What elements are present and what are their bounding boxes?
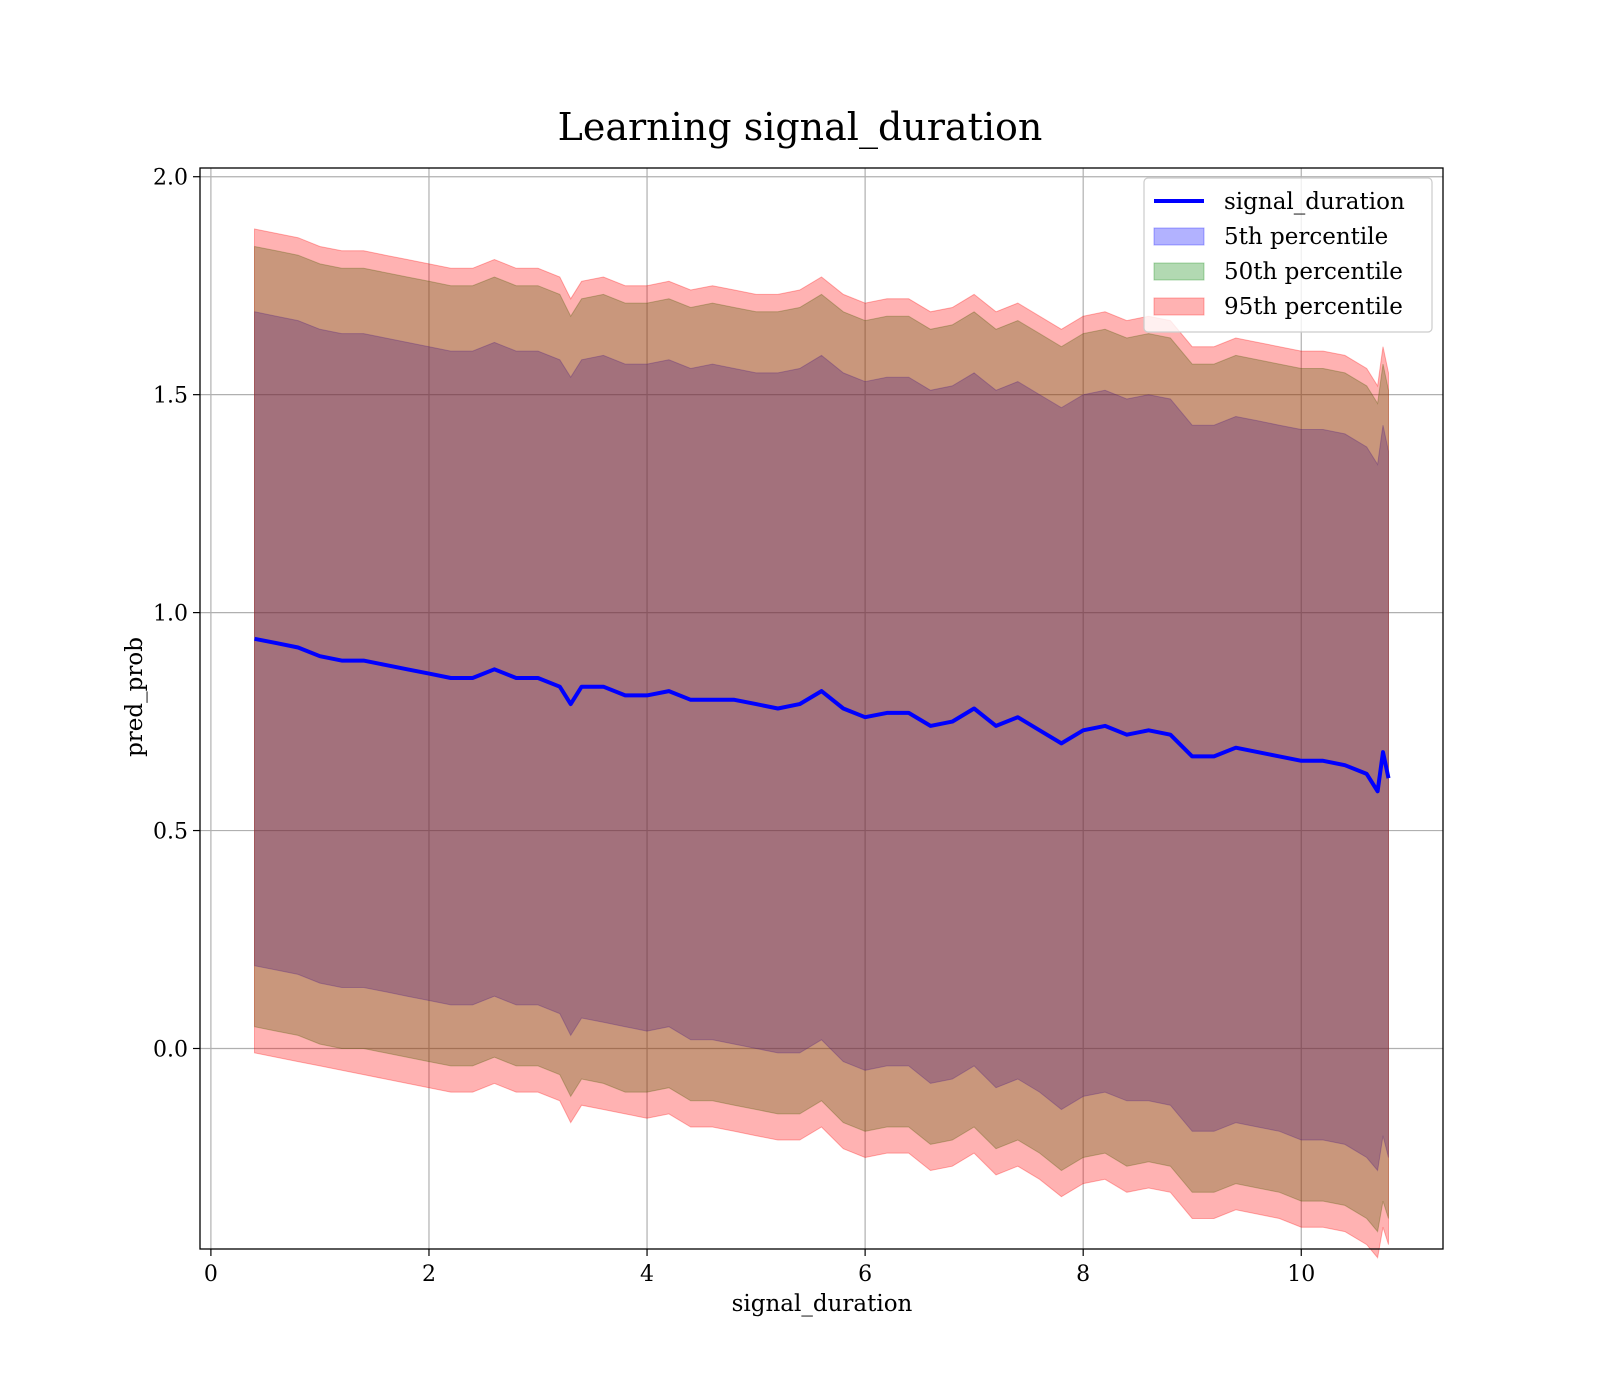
x-axis-ticks: 0 2 4 6 8 10	[204, 1249, 1315, 1287]
y-tick-label: 1.5	[153, 384, 188, 409]
band-5th-percentile	[254, 311, 1389, 1172]
plot-area-frame	[199, 167, 1444, 1250]
grid-lines	[200, 168, 1443, 1249]
legend-label: signal_duration	[1224, 189, 1405, 215]
x-tick-label: 6	[858, 1262, 872, 1287]
legend-swatch-patch	[1153, 297, 1205, 316]
x-tick-label: 10	[1287, 1262, 1315, 1287]
x-axis-label: signal_duration	[732, 1291, 913, 1317]
band-95th-percentile	[254, 228, 1389, 1259]
x-tick-label: 8	[1076, 1262, 1090, 1287]
legend-swatch-patch	[1153, 262, 1205, 281]
band-50th-percentile	[254, 245, 1389, 1233]
legend-label: 95th percentile	[1224, 294, 1403, 320]
legend-swatch-patch	[1153, 227, 1205, 246]
y-tick-label: 0.5	[153, 820, 188, 845]
chart-title: Learning signal_duration	[558, 105, 1043, 150]
y-tick-label: 0.0	[153, 1037, 188, 1062]
series-lines	[254, 636, 1391, 794]
x-tick-label: 0	[204, 1262, 218, 1287]
x-tick-label: 2	[422, 1262, 436, 1287]
y-tick-label: 2.0	[153, 166, 188, 191]
legend: signal_duration 5th percentile 50th percen…	[1143, 177, 1433, 333]
legend-frame	[1143, 177, 1433, 333]
series-line-signal-duration	[254, 636, 1391, 794]
legend-label: 50th percentile	[1224, 259, 1403, 285]
y-tick-label: 1.0	[153, 602, 188, 627]
percentile-bands	[254, 228, 1389, 1259]
x-tick-label: 4	[640, 1262, 654, 1287]
y-axis-ticks: 0.0 0.5 1.0 1.5 2.0	[153, 166, 200, 1062]
legend-label: 5th percentile	[1224, 224, 1388, 250]
y-axis-label: pred_prob	[122, 637, 148, 757]
